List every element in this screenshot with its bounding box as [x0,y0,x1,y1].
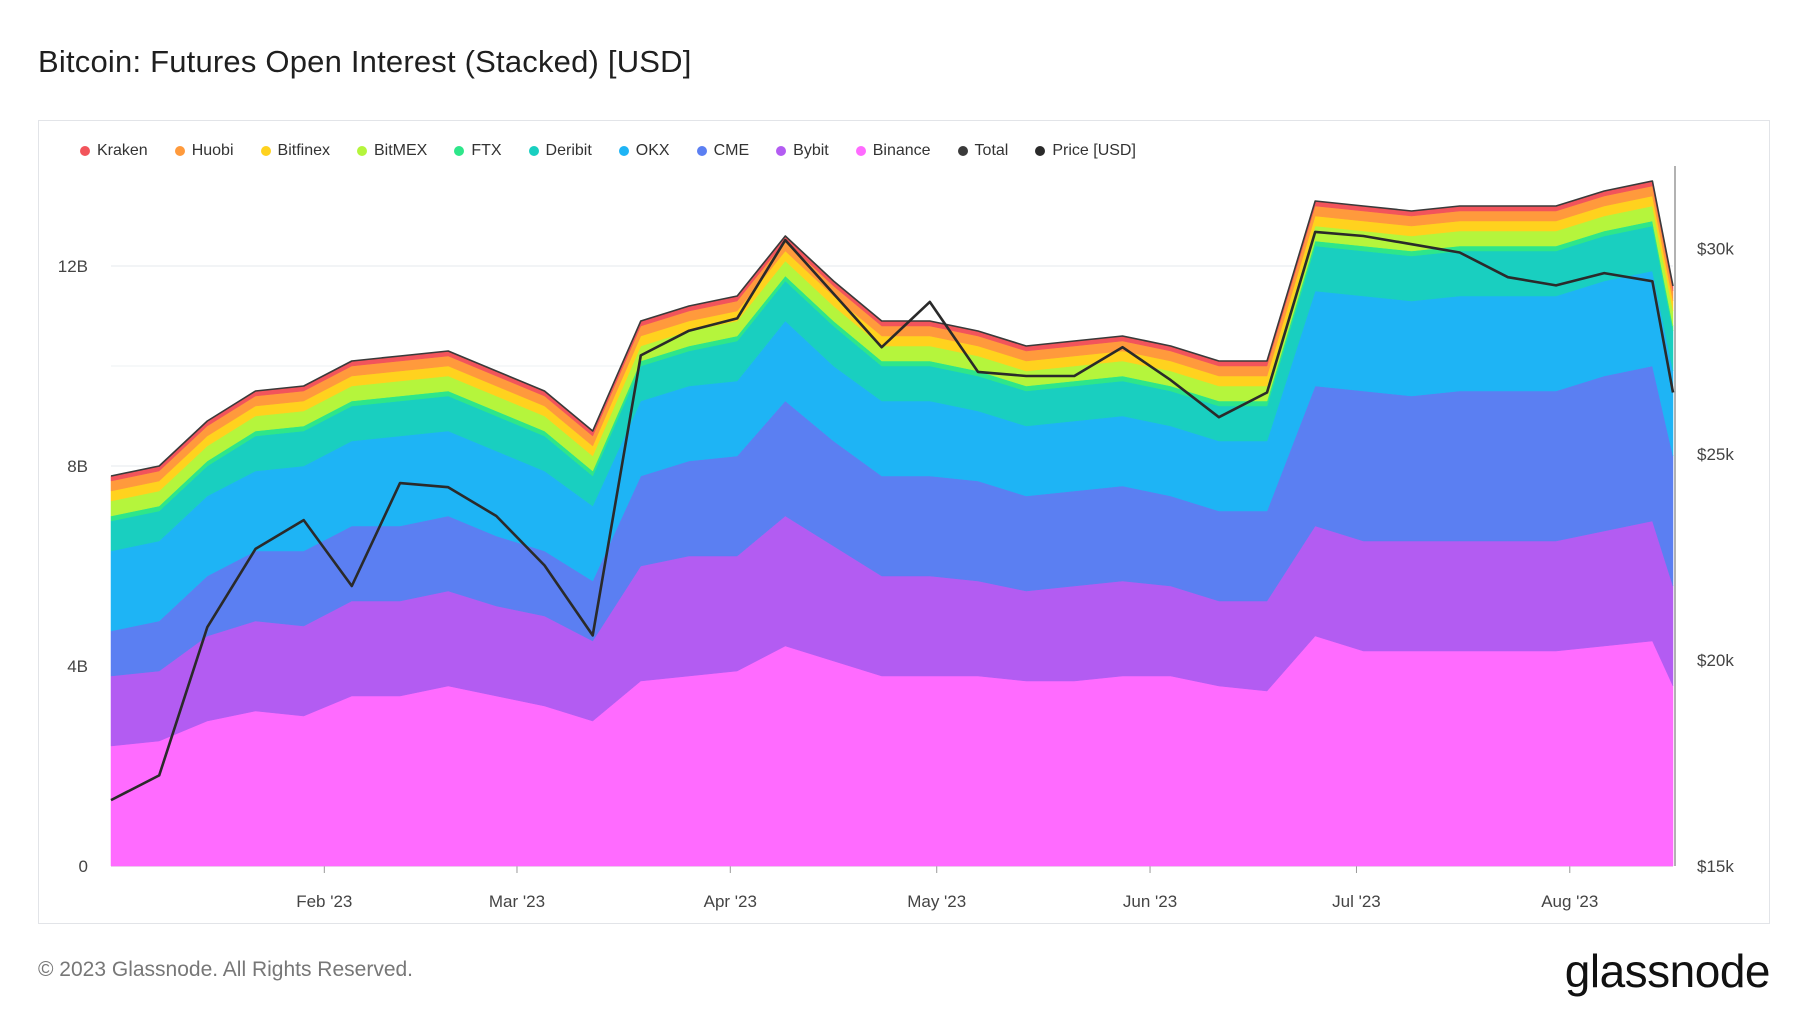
legend-item-okx[interactable]: OKX [618,142,670,160]
legend-item-cme[interactable]: CME [696,142,750,160]
x-tick-label: Aug '23 [1541,892,1598,911]
x-tick-label: Feb '23 [296,892,352,911]
y-right-tick-label: $20k [1697,651,1734,670]
legend-item-bybit[interactable]: Bybit [776,142,829,160]
y-left-tick-label: 12B [58,257,88,276]
legend-item-huobi[interactable]: Huobi [174,142,234,160]
legend-swatch [356,146,367,156]
legend-item-price-usd[interactable]: Price [USD] [1035,142,1136,160]
legend-item-bitmex[interactable]: BitMEX [356,142,428,160]
chart-panel [38,120,1770,924]
legend-label: OKX [635,142,670,159]
legend-label: FTX [471,142,502,159]
overlay-lines [110,180,1675,802]
legend-swatch [260,146,271,156]
glassnode-logo: glassnode [1564,945,1771,997]
legend-label: BitMEX [373,142,428,159]
x-tick-label: May '23 [907,892,966,911]
legend-item-kraken[interactable]: Kraken [80,142,148,160]
x-tick-label: Jul '23 [1332,892,1381,911]
legend-item-ftx[interactable]: FTX [454,142,502,160]
legend-swatch [80,146,90,156]
legend-item-binance[interactable]: Binance [855,142,931,160]
legend-label: Huobi [191,142,234,159]
legend-label: Kraken [97,142,148,159]
legend-swatch [696,146,707,156]
legend-swatch [618,146,629,156]
legend-item-deribit[interactable]: Deribit [528,142,592,160]
legend-swatch [454,146,465,156]
legend-swatch [528,146,539,156]
legend-label: Bybit [793,142,829,159]
y-right-tick-label: $30k [1697,239,1734,258]
x-tick-label: Jun '23 [1123,892,1177,911]
total-line [110,180,1674,477]
y-left-tick-label: 0 [79,857,88,876]
legend-label: CME [713,142,750,159]
legend-label: Bitfinex [277,142,330,159]
legend-swatch [957,146,968,156]
y-left-tick-label: 8B [67,457,88,476]
x-tick-label: Apr '23 [704,892,757,911]
y-right-tick-label: $25k [1697,445,1734,464]
legend-swatch [1035,146,1046,156]
axis-labels: 0 4B 8B 12B $15k $20k $25k $30k Feb '23 Mar '23 Ap… [58,239,1735,911]
price-line [110,230,1675,802]
copyright-text: © 2023 Glassnode. All Rights Reserved. [38,958,414,981]
legend-swatch [776,146,787,156]
legend-item-total[interactable]: Total [957,142,1009,160]
legend-item-bitfinex[interactable]: Bitfinex [260,142,330,160]
stacked-areas [110,180,1674,867]
chart-legend: Kraken Huobi Bitfinex BitMEX FTX Deribit OKX CM… [80,140,1163,162]
legend-label: Total [974,142,1009,159]
y-left-tick-label: 4B [67,657,88,676]
y-right-tick-label: $15k [1697,857,1734,876]
legend-label: Binance [872,142,931,159]
chart-title: Bitcoin: Futures Open Interest (Stacked)… [38,44,692,79]
legend-label: Deribit [545,142,592,159]
legend-label: Price [USD] [1052,142,1136,159]
legend-swatch [855,146,866,156]
x-tick-label: Mar '23 [489,892,545,911]
legend-swatch [174,146,185,156]
